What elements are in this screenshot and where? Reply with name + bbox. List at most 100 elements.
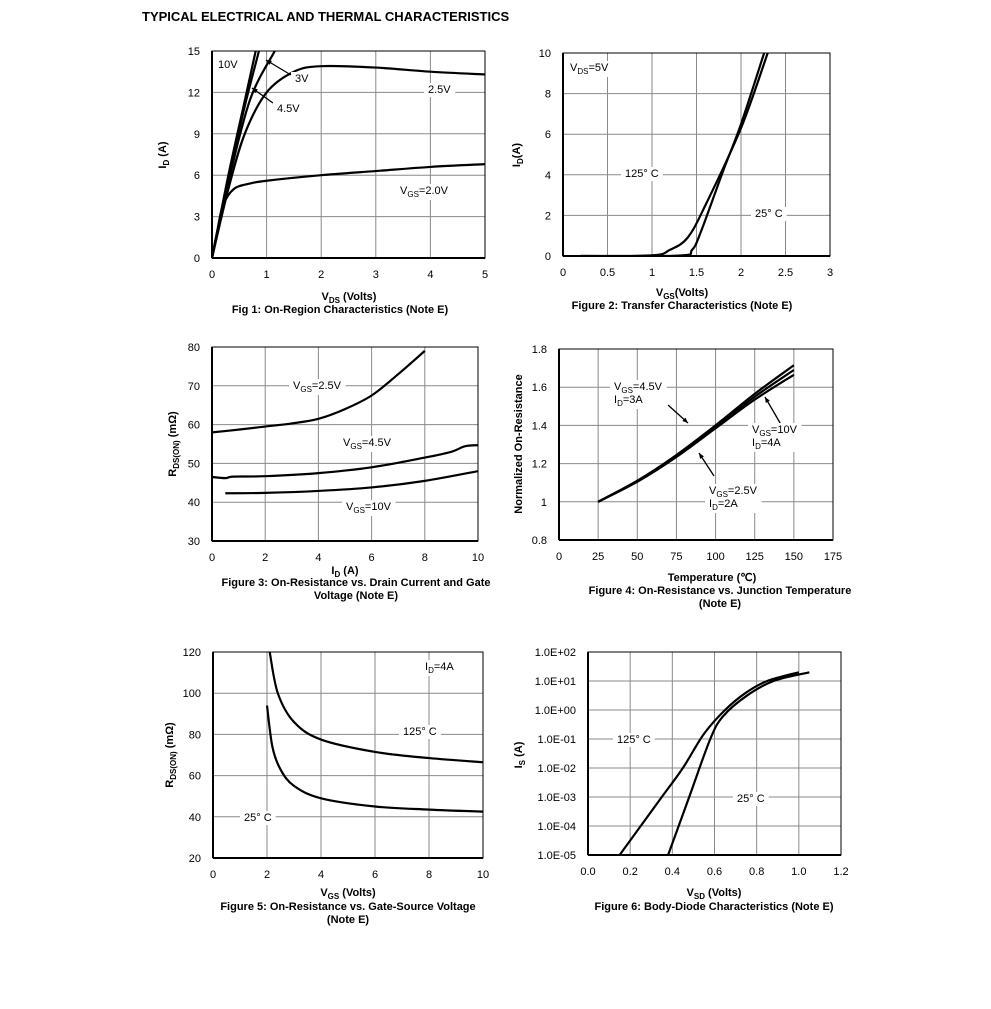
y-tick-label: 1.4 (532, 420, 547, 432)
annotation-label: 2.5V (424, 83, 456, 97)
y-tick-label: 1.0E+01 (535, 676, 576, 688)
annotation-text: VDS=5V (570, 62, 609, 76)
y-tick-label: 70 (188, 381, 200, 393)
y-tick-label: 20 (189, 853, 201, 865)
x-tick-label: 175 (824, 551, 842, 563)
figure-caption: Figure 5: On-Resistance vs. Gate-Source … (220, 901, 475, 913)
x-axis-label: ID (A) (331, 565, 359, 579)
annotation-background (214, 58, 243, 72)
annotation-label: VGS=10V (342, 500, 396, 516)
annotation-text: VGS=10V (752, 424, 798, 438)
annotation-label: VGS=2.0V (396, 184, 453, 200)
y-tick-label: 30 (188, 536, 200, 548)
annotation-text: 125° C (625, 168, 659, 180)
series-line-vgs-4-5v (212, 444, 478, 480)
annotation-text: 3V (295, 73, 309, 85)
y-tick-label: 6 (545, 129, 551, 141)
annotation-text: 4.5V (277, 103, 300, 115)
annotation-text: 2.5V (428, 84, 451, 96)
x-tick-label: 125 (746, 551, 764, 563)
chart-3: 0 2 4 6 8 10 30 40 50 60 70 80 VGS=2.5V VGS=4.5V VGS=1… (167, 342, 490, 602)
annotation-background (748, 423, 802, 452)
x-tick-label: 6 (369, 552, 375, 564)
x-tick-label: 1.2 (833, 866, 848, 878)
x-tick-label: 5 (482, 269, 488, 281)
x-tick-label: 0.8 (749, 866, 764, 878)
annotation-background (751, 207, 787, 221)
annotation-background (613, 733, 655, 747)
series-line-3v (212, 51, 276, 258)
annotation-text: ID=3A (614, 394, 643, 408)
x-tick-label: 6 (372, 869, 378, 881)
series-line-25-c (667, 671, 810, 855)
chart-4: 0 25 50 75 100 125 150 175 0.8 1 1.2 1.4 1.6 1.8 VGS=4… (513, 344, 851, 610)
annotation-label: 125° C (399, 725, 441, 739)
x-tick-label: 2 (318, 269, 324, 281)
x-tick-label: 0.6 (707, 866, 722, 878)
series-line-25-c (580, 53, 766, 256)
x-axis-label: Temperature (℃) (668, 572, 757, 584)
series-line-vgs-10v (225, 470, 478, 495)
annotation-label: 125° C (621, 167, 663, 181)
arrowhead-icon (266, 60, 272, 65)
series-line-125-c (580, 53, 769, 256)
annotation-label: 3V (291, 72, 314, 86)
y-tick-label: 40 (188, 497, 200, 509)
y-tick-label: 4 (545, 170, 551, 182)
figure-caption: Figure 2: Transfer Characteristics (Note… (572, 300, 793, 312)
figure-caption: Figure 4: On-Resistance vs. Junction Tem… (589, 585, 852, 597)
annotation-background (733, 792, 769, 806)
x-axis-label: VSD (Volts) (687, 887, 742, 901)
series-line-vgs-2-0v (212, 163, 485, 258)
y-tick-label: 9 (194, 129, 200, 141)
annotation-text: VGS=2.5V (293, 380, 342, 394)
annotation-label: 25° C (240, 811, 276, 825)
y-tick-label: 1.0E-03 (537, 792, 576, 804)
series-line-2-5v (212, 64, 485, 258)
x-tick-label: 0.0 (580, 866, 595, 878)
x-tick-label: 100 (706, 551, 724, 563)
annotation-text: VGS=2.5V (709, 485, 758, 499)
y-axis-label: RDS(ON) (mΩ) (167, 411, 181, 477)
figure-caption: Fig 1: On-Region Characteristics (Note E… (232, 304, 449, 316)
figure-caption: Figure 6: Body-Diode Characteristics (No… (595, 901, 834, 913)
x-tick-label: 50 (631, 551, 643, 563)
y-tick-label: 1 (541, 497, 547, 509)
x-tick-label: 0 (209, 269, 215, 281)
annotation-text: VGS=10V (346, 501, 392, 515)
annotation-background (705, 484, 762, 513)
x-tick-label: 4 (427, 269, 433, 281)
y-tick-label: 1.8 (532, 344, 547, 356)
y-axis-label: ID (A) (157, 141, 171, 169)
x-tick-label: 0.4 (665, 866, 680, 878)
y-tick-label: 1.0E-04 (537, 821, 576, 833)
annotation-text: VGS=4.5V (343, 437, 392, 451)
figure-caption: Figure 3: On-Resistance vs. Drain Curren… (222, 577, 491, 589)
y-tick-label: 1.0E-02 (537, 763, 576, 775)
y-axis-label: ID(A) (511, 143, 525, 167)
x-tick-label: 4 (315, 552, 321, 564)
x-axis-label: VGS (Volts) (320, 887, 376, 901)
x-tick-label: 150 (785, 551, 803, 563)
y-tick-label: 0 (194, 253, 200, 265)
chart-2: 0 0.5 1 1.5 2 2.5 3 0 2 4 6 8 10 VDS=5V 125° C 25° C VGS… (511, 48, 833, 312)
annotation-background (289, 379, 346, 395)
y-tick-label: 120 (183, 647, 201, 659)
series-line-25-c (265, 705, 483, 813)
annotation-text: 25° C (755, 208, 783, 220)
y-tick-label: 1.0E-05 (537, 850, 576, 862)
x-tick-label: 10 (472, 552, 484, 564)
annotation-text: 25° C (244, 812, 272, 824)
x-axis-label: VDS (Volts) (322, 291, 377, 305)
y-tick-label: 60 (188, 420, 200, 432)
figure-caption: (Note E) (699, 598, 742, 610)
annotation-background (621, 167, 663, 181)
y-tick-label: 50 (188, 458, 200, 470)
y-tick-label: 80 (189, 729, 201, 741)
x-tick-label: 3 (373, 269, 379, 281)
annotation-text: ID=4A (425, 661, 454, 675)
